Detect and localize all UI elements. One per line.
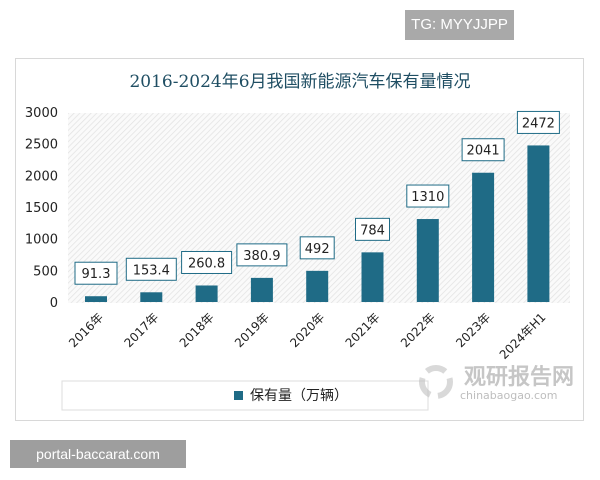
x-tick-label: 2016年 xyxy=(66,310,106,350)
x-tick-label: 2024年H1 xyxy=(497,310,549,362)
y-tick-label: 2000 xyxy=(25,169,58,184)
x-tick-label: 2019年 xyxy=(232,310,272,350)
bar xyxy=(195,285,218,302)
x-tick-label: 2022年 xyxy=(398,310,438,350)
y-tick-label: 0 xyxy=(50,296,58,311)
data-label: 492 xyxy=(305,242,330,257)
y-tick-label: 2500 xyxy=(25,138,58,153)
bar xyxy=(527,145,550,302)
watermark-logo: 观研报告网 chinabaogao.com xyxy=(419,365,574,402)
data-label-box xyxy=(355,217,390,241)
data-label-box xyxy=(181,250,233,274)
watermark-name: 观研报告网 xyxy=(464,365,574,390)
data-label: 91.3 xyxy=(82,267,111,282)
data-label-box xyxy=(125,257,177,281)
data-label: 784 xyxy=(360,223,385,238)
data-label-box xyxy=(461,138,505,162)
y-tick-label: 1500 xyxy=(25,201,58,216)
data-label-box xyxy=(299,236,335,260)
footer-overlay: portal-baccarat.com xyxy=(10,440,186,468)
y-tick-label: 1000 xyxy=(25,233,58,248)
data-label-box xyxy=(74,261,118,285)
legend-swatch xyxy=(234,391,243,400)
bar xyxy=(85,296,107,302)
chart-title: 2016-2024年6月我国新能源汽车保有量情况 xyxy=(129,72,470,92)
x-tick-label: 2023年 xyxy=(453,310,493,350)
bar xyxy=(361,252,384,302)
x-tick-label: 2017年 xyxy=(121,310,161,350)
y-tick-label: 500 xyxy=(33,264,58,279)
chart-frame xyxy=(15,58,584,421)
x-tick-label: 2021年 xyxy=(343,310,383,350)
legend-label: 保有量（万辆） xyxy=(250,388,348,404)
data-label-box xyxy=(236,243,288,267)
data-label: 380.9 xyxy=(243,249,280,264)
bar xyxy=(416,219,439,302)
data-label: 1310 xyxy=(411,190,444,205)
data-label-box xyxy=(406,184,450,208)
bar xyxy=(472,172,495,302)
bar xyxy=(250,277,273,302)
data-label: 2041 xyxy=(467,144,500,159)
watermark-swirl-icon xyxy=(419,365,453,399)
y-tick-label: 3000 xyxy=(25,106,58,121)
tg-overlay: TG: MYYJJPP xyxy=(405,10,514,40)
data-label-box xyxy=(516,110,560,134)
x-tick-label: 2020年 xyxy=(287,310,327,350)
bar xyxy=(306,270,329,302)
legend-box xyxy=(61,380,429,411)
x-tick-label: 2018年 xyxy=(177,310,217,350)
bar xyxy=(140,292,163,302)
data-label: 153.4 xyxy=(133,263,170,278)
watermark-url: chinabaogao.com xyxy=(460,389,558,402)
data-label: 2472 xyxy=(522,116,555,131)
data-label: 260.8 xyxy=(188,256,225,271)
